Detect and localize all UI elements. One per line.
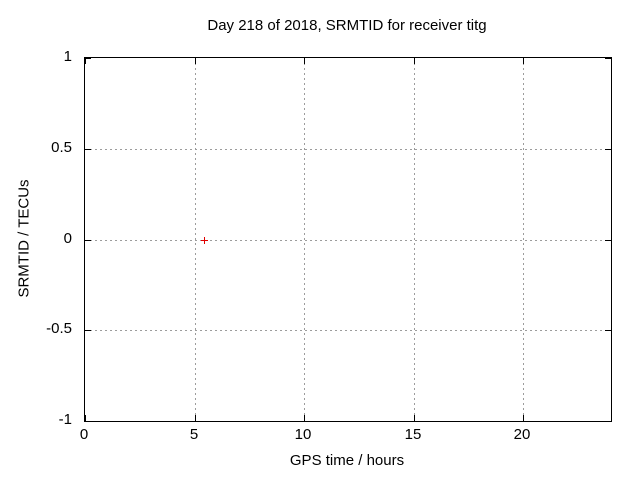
y-tick-right — [605, 149, 611, 150]
y-tick-label: 1 — [63, 48, 72, 65]
x-tick-bottom — [195, 415, 196, 421]
x-tick-top — [85, 58, 86, 64]
x-tick-label: 10 — [294, 426, 312, 443]
x-tick-bottom — [523, 415, 524, 421]
x-tick-label: 15 — [404, 426, 422, 443]
x-axis-label: GPS time / hours — [289, 452, 405, 469]
y-tick-label: 0.5 — [51, 139, 72, 156]
y-tick-left — [85, 330, 91, 331]
y-tick-label: -0.5 — [46, 320, 72, 337]
y-tick-left — [85, 58, 91, 59]
x-tick-top — [195, 58, 196, 64]
x-tick-top — [523, 58, 524, 64]
plot-area — [84, 57, 612, 422]
x-tick-label: 5 — [189, 426, 199, 443]
x-tick-label: 0 — [79, 426, 89, 443]
x-tick-label: 20 — [513, 426, 531, 443]
y-tick-left — [85, 149, 91, 150]
y-tick-label: -1 — [58, 411, 72, 428]
y-tick-right — [605, 240, 611, 241]
data-point-marker — [201, 237, 208, 244]
x-tick-bottom — [85, 415, 86, 421]
gridline-vertical — [304, 58, 305, 421]
y-tick-left — [85, 240, 91, 241]
chart-title: Day 218 of 2018, SRMTID for receiver tit… — [207, 17, 487, 34]
gridline-horizontal — [85, 240, 611, 241]
y-tick-left — [85, 421, 91, 422]
gridline-horizontal — [85, 149, 611, 150]
gridline-vertical — [523, 58, 524, 421]
y-tick-label: 0 — [63, 230, 72, 247]
x-tick-top — [414, 58, 415, 64]
y-tick-right — [605, 58, 611, 59]
y-tick-right — [605, 421, 611, 422]
gridline-vertical — [195, 58, 196, 421]
marker-vbar — [204, 237, 205, 244]
gridline-horizontal — [85, 330, 611, 331]
y-tick-right — [605, 330, 611, 331]
gridline-vertical — [414, 58, 415, 421]
x-tick-bottom — [414, 415, 415, 421]
x-tick-top — [304, 58, 305, 64]
x-tick-bottom — [304, 415, 305, 421]
